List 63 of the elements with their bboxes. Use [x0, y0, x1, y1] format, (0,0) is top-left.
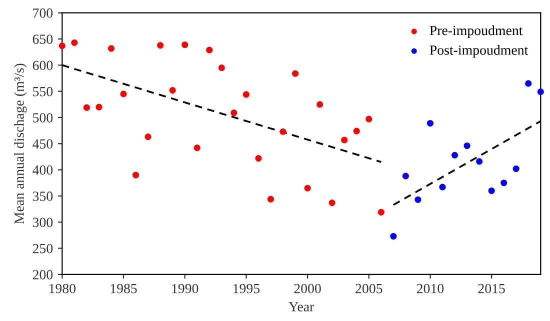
point — [476, 158, 483, 165]
point — [218, 64, 225, 72]
point — [157, 42, 164, 49]
point — [132, 172, 140, 178]
point — [500, 180, 508, 186]
point — [378, 208, 384, 216]
point — [169, 86, 176, 94]
x-tick-label: 1980 — [49, 284, 76, 294]
point — [71, 39, 78, 46]
point — [144, 134, 152, 140]
point — [439, 184, 446, 190]
y-tick-label: 600 — [32, 60, 53, 70]
point — [83, 104, 90, 111]
point — [304, 184, 311, 192]
point — [316, 101, 324, 108]
legend-label: Pre-impoudment — [430, 25, 523, 38]
point — [414, 196, 422, 203]
point — [255, 155, 262, 162]
x-tick-label: 2010 — [416, 284, 444, 294]
point — [488, 187, 495, 194]
y-tick-label: 650 — [32, 34, 53, 44]
x-tick-label: 2000 — [294, 284, 321, 294]
point — [328, 199, 336, 206]
y-tick-label: 500 — [33, 113, 53, 122]
point — [353, 128, 360, 134]
point — [206, 46, 213, 54]
point — [512, 165, 520, 172]
x-tick-label: 1990 — [172, 284, 198, 294]
point — [366, 116, 372, 122]
point — [426, 120, 434, 127]
point — [108, 45, 115, 52]
y-tick-label: 700 — [33, 8, 53, 18]
point — [341, 136, 348, 144]
point — [242, 91, 250, 98]
point — [267, 196, 274, 202]
point — [230, 109, 238, 116]
point — [182, 41, 188, 48]
point — [58, 42, 66, 50]
y-tick-label: 550 — [33, 86, 53, 96]
point — [537, 88, 544, 96]
y-tick-label: 400 — [32, 165, 53, 175]
point — [96, 104, 102, 110]
y-axis-title: Mean annual dischage (m³/s) — [14, 64, 27, 224]
x-tick-label: 2015 — [478, 284, 505, 294]
y-tick-label: 300 — [32, 218, 53, 228]
point — [402, 172, 409, 180]
point — [464, 142, 470, 150]
y-tick-label: 250 — [32, 244, 53, 254]
y-tick-label: 450 — [32, 139, 53, 149]
x-tick-label: 2005 — [356, 284, 382, 294]
y-tick-label: 200 — [32, 270, 53, 280]
x-tick-label: 1985 — [110, 284, 137, 294]
x-tick-label: 1995 — [234, 284, 260, 294]
point — [280, 128, 286, 135]
x-axis-title: Year — [288, 302, 314, 312]
point — [451, 152, 458, 158]
point — [525, 80, 532, 87]
point — [292, 70, 299, 77]
point — [194, 144, 200, 152]
point — [120, 90, 127, 98]
legend-label: Post-impoudment — [430, 45, 528, 58]
point — [390, 232, 397, 240]
y-tick-label: 350 — [32, 192, 53, 201]
